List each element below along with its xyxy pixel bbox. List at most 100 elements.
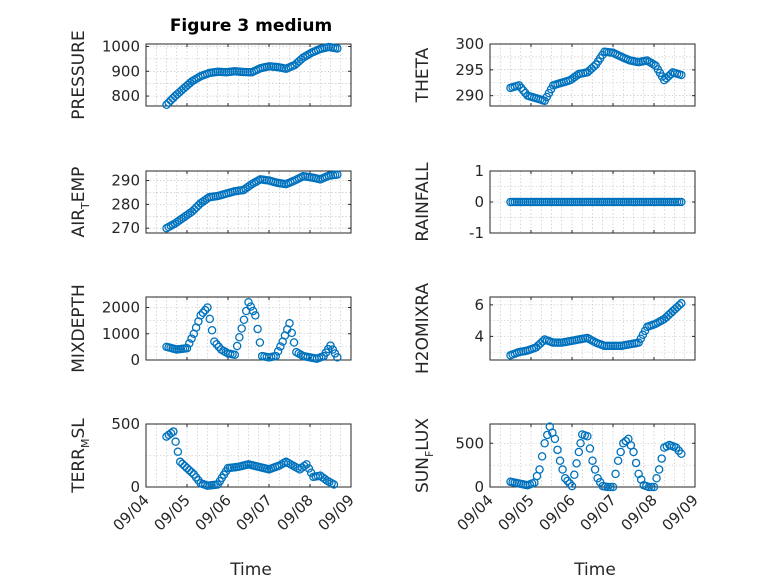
data-point (570, 470, 579, 479)
data-point (565, 479, 574, 488)
data-point (200, 305, 210, 315)
data-point (235, 332, 244, 342)
data-point (519, 86, 528, 95)
data-point (198, 308, 208, 317)
data-series (506, 197, 686, 207)
data-point (558, 465, 567, 474)
data-point (333, 44, 342, 53)
data-point (616, 447, 625, 457)
data-point (589, 62, 599, 71)
data-point (329, 480, 339, 489)
data-point (246, 302, 256, 311)
x-tick-label: 09/09 (315, 491, 358, 534)
axes-box (489, 296, 696, 361)
y-tick-label: 500 (111, 415, 140, 433)
data-point (207, 325, 217, 335)
y-tick-label: 800 (111, 87, 140, 105)
x-tick-label: 09/08 (274, 491, 317, 534)
data-point (185, 339, 194, 348)
data-point (182, 463, 192, 473)
data-point (629, 447, 638, 457)
data-point (553, 445, 562, 455)
data-point (572, 459, 581, 468)
y-tick-label: 0 (130, 478, 140, 496)
x-tick-label: 09/06 (192, 491, 235, 534)
subplot-pressure: 800 900 1000 PRESSURE (69, 30, 352, 120)
data-point (239, 315, 249, 324)
data-point (166, 96, 176, 105)
data-point (603, 482, 613, 492)
data-point (162, 100, 171, 110)
x-axis-label-right: Time (573, 560, 616, 580)
data-point (253, 324, 262, 334)
data-point (287, 328, 297, 338)
data-point (670, 304, 680, 314)
data-point (666, 308, 675, 318)
axes-box (489, 423, 696, 488)
data-point (237, 324, 246, 333)
axes-box (145, 170, 352, 234)
data-point (644, 482, 654, 492)
data-point (654, 465, 664, 474)
data-point (619, 438, 628, 448)
data-point (273, 346, 283, 356)
y-tick-label: 0 (474, 193, 484, 211)
data-series (506, 299, 686, 360)
data-point (606, 482, 615, 492)
data-point (674, 301, 684, 310)
y-tick-label: 290 (111, 172, 140, 190)
data-point (576, 438, 585, 448)
data-series (162, 42, 342, 110)
data-point (289, 338, 299, 347)
y-tick-label: 290 (455, 87, 484, 105)
x-tick-label: 09/05 (495, 491, 538, 534)
y-tick-label: 300 (455, 35, 484, 53)
data-point (535, 465, 544, 474)
x-tick-label: 09/09 (659, 491, 702, 534)
data-point (212, 339, 221, 349)
x-tick-label: 09/07 (233, 491, 276, 534)
y-tick-label: -1 (469, 224, 484, 242)
data-point (574, 447, 584, 457)
data-point (664, 310, 673, 320)
data-point (590, 465, 600, 474)
x-tick-label: 09/07 (577, 491, 620, 534)
subplot-h2omixra: 4 6 H2OMIXRA (413, 283, 696, 374)
data-point (652, 473, 661, 483)
data-point (677, 70, 686, 80)
y-tick-label: 0 (130, 351, 140, 369)
data-point (187, 334, 196, 343)
data-point (203, 303, 212, 312)
axes-box (145, 296, 352, 361)
data-point (585, 66, 594, 75)
data-point (585, 444, 595, 453)
y-axis-label: TERRMSL (69, 418, 92, 494)
x-tick-label: 09/04 (454, 491, 497, 534)
data-point (567, 481, 577, 491)
data-point (285, 318, 294, 328)
x-axis-label-left: Time (229, 560, 272, 580)
data-point (196, 311, 205, 320)
data-point (255, 338, 265, 347)
data-point (271, 351, 281, 361)
subplot-air-temp: 270 280 290 AIRTEMP (69, 167, 352, 237)
data-point (677, 449, 686, 458)
data-point (180, 461, 189, 471)
subplot-mixdepth: 0 1000 2000 MIXDEPTH (69, 284, 352, 373)
data-point (537, 452, 547, 461)
data-point (677, 299, 686, 308)
data-point (649, 482, 659, 492)
y-tick-label: 1 (474, 162, 484, 180)
data-point (542, 430, 552, 440)
data-point (657, 454, 666, 463)
data-point (666, 70, 675, 79)
data-point (560, 473, 570, 483)
y-axis-label: RAINFALL (413, 162, 433, 242)
data-point (245, 181, 255, 190)
data-series (162, 297, 342, 363)
data-point (540, 438, 549, 448)
figure-title: Figure 3 medium (170, 16, 332, 36)
